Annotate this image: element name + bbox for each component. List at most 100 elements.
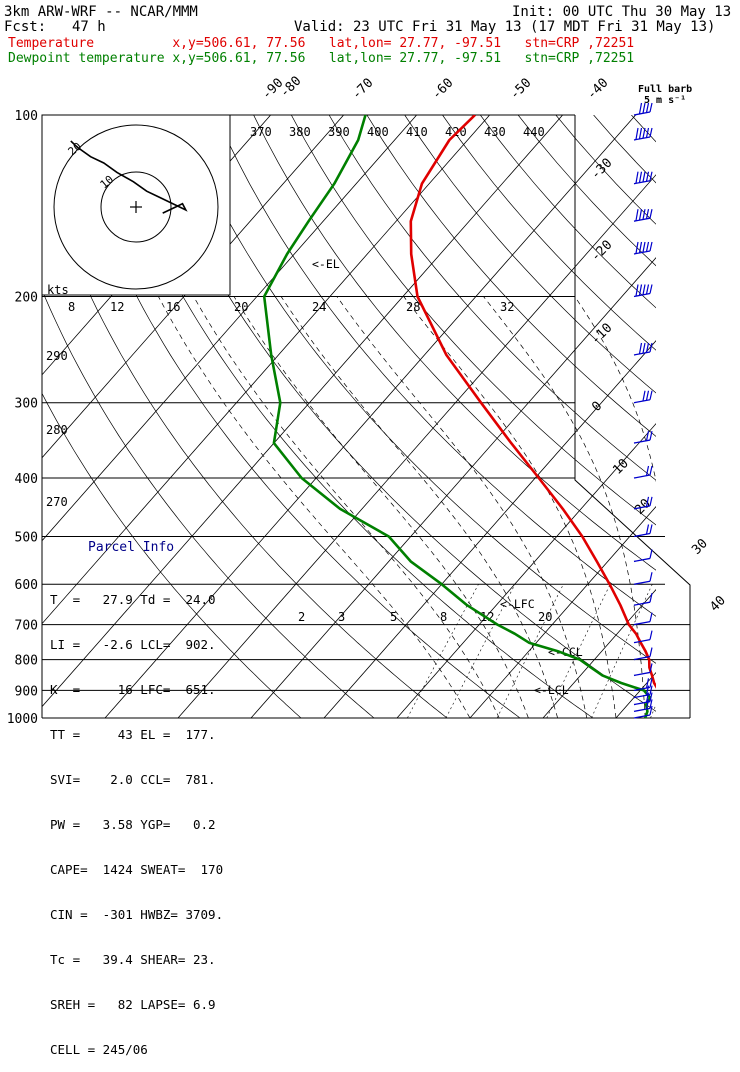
- moist-adiabat-line: [667, 297, 709, 719]
- wind-barb: [634, 440, 650, 443]
- parcel-row: CELL = 245/06: [50, 1042, 255, 1057]
- dry-adiabat-line: [594, 115, 740, 718]
- wind-barb: [634, 475, 650, 478]
- barb-units: 5 m s⁻¹: [644, 95, 686, 106]
- dry-adiabat-line: [707, 115, 740, 718]
- isotherm-label: -80: [277, 74, 304, 101]
- theta-label: 380: [289, 125, 311, 139]
- wind-barb-flag: [647, 391, 649, 401]
- wind-barb-flag: [650, 242, 652, 251]
- isotherm-label: -20: [588, 238, 615, 265]
- wind-barb: [634, 352, 650, 355]
- ccl-label: <-CCL: [548, 645, 583, 659]
- wind-barb-flag: [650, 648, 652, 657]
- wind-barb-flag: [643, 172, 645, 182]
- temperature-trace: [411, 115, 675, 718]
- wind-barb-flag: [650, 466, 652, 475]
- dewpoint-trace: [264, 115, 650, 718]
- mixing-ratio-label: 12: [110, 300, 124, 314]
- init-time: Init: 00 UTC Thu 30 May 13: [512, 4, 731, 20]
- theta-label: 390: [328, 125, 350, 139]
- theta-label: 290: [46, 349, 68, 363]
- wind-barb-flag: [650, 631, 652, 640]
- forecast-hour: 47 h: [72, 19, 106, 35]
- pressure-tick-label: 500: [15, 530, 38, 545]
- model-title: 3km ARW-WRF -- NCAR/MMM: [4, 4, 198, 20]
- parcel-row: CIN = -301 HWBZ= 3709.: [50, 907, 255, 922]
- dry-adiabat-line: [669, 115, 740, 718]
- wind-barb: [634, 602, 650, 605]
- theta-label: 280: [46, 423, 68, 437]
- mixing-ratio-label: 32: [500, 300, 514, 314]
- moist-adiabat-line: [234, 297, 528, 719]
- mixing-ratio-label: 28: [406, 300, 420, 314]
- mixing-ratio-label: 24: [312, 300, 326, 314]
- isotherm-label: -50: [507, 76, 534, 103]
- parcel-info-table: T = 27.9 Td = 24.0 LI = -2.6 LCL= 902. K…: [50, 562, 255, 1072]
- parcel-row: SREH = 82 LAPSE= 6.9: [50, 997, 255, 1012]
- wind-barb-flag: [650, 391, 652, 400]
- wind-barb-flag: [643, 285, 645, 295]
- isotherm-line: [397, 115, 740, 718]
- mixing-ratio-label: 8: [68, 300, 75, 314]
- wind-barb-flag: [636, 128, 638, 139]
- dry-adiabat-line: [480, 115, 740, 718]
- isotherm-line: [689, 115, 740, 718]
- wind-barb-flag: [647, 285, 649, 295]
- wind-barb-flag: [650, 613, 652, 622]
- isotherm-label: 10: [610, 456, 632, 478]
- pressure-tick-label: 600: [15, 578, 38, 593]
- wind-barb-flag: [650, 549, 652, 558]
- wind-barb-flag: [640, 128, 642, 139]
- wind-barb-flag: [647, 128, 649, 138]
- dry-adiabat-line: [556, 115, 740, 718]
- mixing-ratio-label: 20: [234, 300, 248, 314]
- forecast-label: Fcst:: [4, 19, 46, 35]
- wind-barb-flag: [640, 103, 642, 114]
- wind-barb-flag: [650, 285, 652, 294]
- wind-barb-flag: [650, 128, 652, 137]
- isotherm-line: [470, 115, 740, 718]
- dry-adiabat-line: [329, 115, 740, 718]
- isotherm-label: -60: [429, 76, 456, 103]
- mixing-ratio-line: [651, 584, 708, 718]
- isotherm-line: [543, 115, 740, 718]
- wind-barb-flag: [650, 209, 652, 218]
- legend-dewpoint: Dewpoint temperature x,y=506.61, 77.56 l…: [8, 51, 634, 67]
- parcel-info-title: Parcel Info: [88, 540, 174, 555]
- hodograph-units: kts: [47, 283, 69, 297]
- pressure-tick-label: 400: [15, 472, 38, 487]
- wind-barb-flag: [650, 593, 652, 602]
- wind-barb-flag: [636, 172, 638, 183]
- theta-label: 400: [367, 125, 389, 139]
- mixing-ratio-label: 3: [338, 610, 345, 624]
- wind-barb-flag: [636, 285, 638, 296]
- theta-label: 370: [250, 125, 272, 139]
- wind-barb-flag: [650, 572, 652, 581]
- mixing-ratio-label: 2: [298, 610, 305, 624]
- dry-adiabat-line: [631, 115, 740, 718]
- wind-barb: [634, 640, 650, 643]
- pressure-tick-label: 300: [15, 397, 38, 412]
- wind-barb: [634, 558, 650, 561]
- wind-barb-flag: [636, 209, 638, 220]
- moist-adiabat-line: [733, 297, 740, 719]
- wind-barb: [634, 400, 650, 403]
- lcl-label: <-LCL: [534, 683, 569, 697]
- wind-barb-flag: [640, 172, 642, 183]
- isotherm-line: [178, 115, 709, 718]
- pressure-tick-label: 800: [15, 654, 38, 669]
- pressure-tick-label: 900: [15, 684, 38, 699]
- right-step-line: [575, 400, 690, 718]
- isotherm-label: 30: [689, 536, 711, 558]
- wind-barb-flag: [640, 209, 642, 220]
- parcel-row: K = 16 LFC= 651.: [50, 682, 255, 697]
- pressure-tick-label: 100: [15, 109, 38, 124]
- pressure-tick-label: 1000: [7, 712, 38, 727]
- lfc-label: <-LFC: [500, 597, 535, 611]
- parcel-row: Tc = 39.4 SHEAR= 23.: [50, 952, 255, 967]
- wind-barb-flag: [643, 343, 645, 353]
- wind-barb-flag: [647, 524, 649, 534]
- wind-barb-flag: [647, 242, 649, 252]
- parcel-row: LI = -2.6 LCL= 902.: [50, 637, 255, 652]
